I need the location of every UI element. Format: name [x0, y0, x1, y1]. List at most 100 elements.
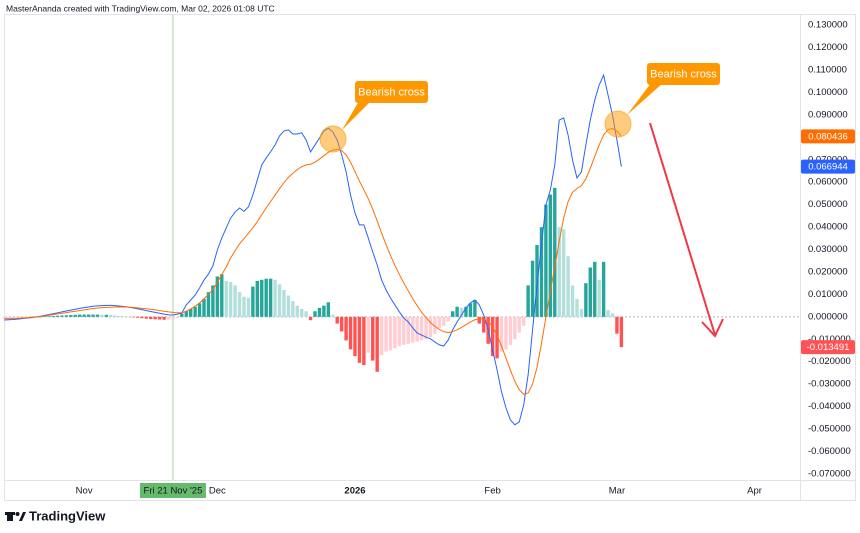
histogram-bar	[584, 283, 588, 317]
histogram-bar	[615, 316, 619, 334]
arrow-head	[701, 318, 724, 338]
y-tick-label: 0.100000	[808, 87, 848, 98]
histogram-bar	[51, 315, 55, 317]
x-tick-label: Nov	[76, 486, 93, 497]
histogram-bar	[344, 316, 348, 341]
histogram-bar	[513, 316, 517, 340]
callout-tail	[342, 101, 371, 130]
histogram-bar	[375, 316, 379, 372]
logo-mark	[5, 512, 15, 515]
y-tick-label: -0.010000	[808, 334, 851, 345]
histogram-bar	[442, 316, 446, 326]
histogram-bar	[433, 316, 437, 334]
histogram-bar	[544, 204, 548, 317]
histogram-bar	[495, 316, 499, 359]
histogram-bar	[233, 285, 237, 317]
y-tick-label: 0.050000	[808, 199, 848, 210]
histogram-bar	[282, 289, 286, 317]
indicator-line	[4, 128, 622, 395]
histogram-bar	[455, 306, 459, 317]
histogram-bar	[597, 279, 601, 317]
histogram-bar	[197, 303, 202, 317]
x-tick-label: 2026	[344, 486, 365, 497]
header-text: MasterAnanda created with TradingView.co…	[6, 3, 275, 13]
histogram-bar	[140, 316, 144, 319]
histogram-bar	[180, 313, 184, 317]
histogram-bar	[539, 227, 544, 317]
crosshair-label-box	[139, 483, 206, 498]
histogram-bar	[304, 311, 308, 317]
histogram-bar	[273, 279, 277, 317]
histogram-bar	[193, 306, 197, 317]
callout-box	[647, 63, 720, 85]
histogram-bar	[548, 194, 553, 317]
chart-border	[4, 14, 856, 501]
histogram-bar	[237, 292, 242, 317]
histogram-bar	[206, 292, 211, 317]
histogram-bar	[610, 313, 615, 317]
histogram-bar	[362, 316, 366, 366]
histogram-bar	[73, 314, 77, 317]
histogram-bar	[55, 315, 60, 317]
histogram-bar	[24, 316, 29, 318]
histogram-bar	[526, 285, 530, 317]
histogram-bar	[353, 316, 357, 357]
histogram-bar	[348, 316, 353, 350]
y-tick-label: 0.030000	[808, 244, 848, 255]
histogram-bar	[335, 316, 339, 324]
histogram-bar	[20, 316, 24, 318]
histogram-bar	[153, 316, 157, 320]
histogram-bar	[82, 314, 86, 317]
histogram-bar	[601, 261, 606, 317]
y-tick-label: 0.120000	[808, 42, 848, 53]
histogram-bar	[308, 316, 313, 321]
last-value-badge	[801, 159, 855, 174]
y-tick-label: 0.020000	[808, 266, 848, 277]
histogram-bar	[561, 229, 566, 317]
histogram-bar	[104, 314, 109, 317]
histogram-bar	[224, 280, 228, 317]
histogram-bar	[264, 278, 268, 317]
histogram-bar	[117, 315, 122, 317]
histogram-bar	[268, 278, 273, 317]
histogram-bar	[606, 310, 610, 317]
x-tick-label: Feb	[484, 486, 500, 497]
highlight-circle	[604, 110, 632, 138]
histogram-bar	[331, 314, 335, 317]
callout-box	[355, 81, 428, 103]
histogram-bar	[211, 285, 215, 317]
histogram-bar	[415, 316, 419, 342]
histogram-bar	[468, 303, 473, 317]
histogram-bar	[95, 314, 100, 317]
histogram-bar	[42, 316, 46, 317]
histogram-bar	[64, 315, 69, 317]
histogram-bar	[593, 261, 597, 317]
y-tick-label: -0.030000	[808, 379, 851, 390]
logo: TradingView	[5, 508, 106, 523]
histogram-bar	[215, 276, 220, 317]
callout-text: Bearish cross	[650, 68, 717, 80]
histogram-bar	[166, 316, 171, 320]
histogram-bar	[157, 316, 162, 320]
histogram-bar	[175, 316, 180, 319]
histogram-bar	[393, 316, 397, 349]
histogram-bar	[553, 187, 557, 317]
histogram-bar	[131, 316, 135, 318]
histogram-bar	[450, 311, 455, 317]
histogram-bar	[46, 316, 51, 317]
histogram-bar	[6, 316, 11, 318]
crosshair-label: Fri 21 Nov '25	[144, 486, 203, 497]
histogram-bar	[291, 301, 295, 317]
histogram-bar	[384, 316, 388, 352]
histogram-bar	[149, 316, 153, 320]
logo-mark	[15, 512, 20, 516]
histogram-bar	[459, 307, 464, 317]
x-tick-label: Dec	[209, 486, 226, 497]
histogram-bar	[126, 316, 131, 318]
y-tick-label: -0.070000	[808, 468, 851, 479]
histogram-bar	[122, 316, 126, 317]
histogram-bar	[295, 305, 299, 317]
histogram-bar	[135, 316, 140, 318]
last-value-badge	[801, 340, 855, 355]
histogram-bar	[91, 314, 95, 317]
